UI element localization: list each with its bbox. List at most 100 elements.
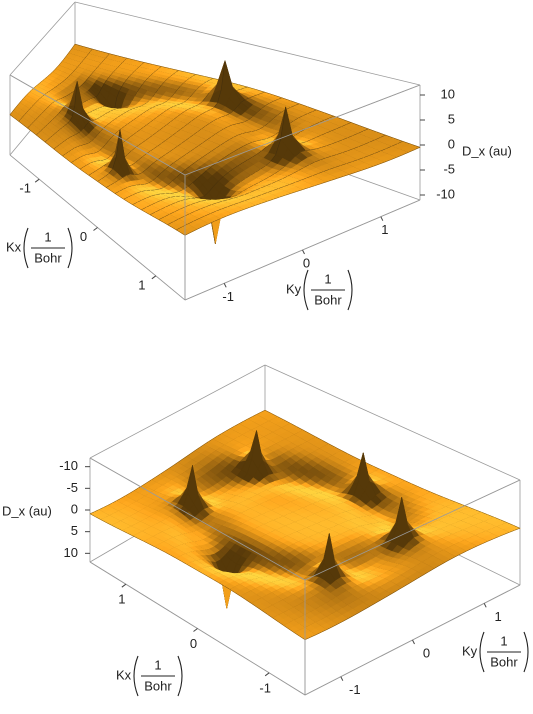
mesh-line	[184, 109, 188, 112]
mesh-line	[177, 156, 182, 161]
mesh-line	[106, 77, 109, 81]
mesh-line	[169, 162, 174, 167]
mesh-line	[256, 150, 262, 155]
mesh-line	[16, 104, 19, 107]
z-tick-label: 0	[448, 136, 455, 151]
mesh-line	[198, 196, 204, 198]
mesh-line	[104, 173, 109, 177]
mesh-line	[62, 155, 68, 160]
mesh-line	[19, 100, 22, 103]
mesh-line	[35, 117, 38, 120]
paren	[67, 227, 73, 269]
mesh-line	[47, 75, 50, 77]
mesh-line	[58, 142, 62, 146]
mesh-line	[64, 95, 67, 98]
mesh-line	[198, 142, 203, 146]
mesh-line	[115, 67, 118, 70]
unit-numerator: 1	[324, 271, 331, 286]
mesh-line	[260, 105, 266, 110]
mesh-line	[221, 115, 226, 118]
mesh-line	[170, 93, 175, 98]
mesh-line	[285, 107, 291, 110]
mesh-line	[256, 108, 262, 113]
mesh-line	[201, 126, 206, 130]
y-tick-label: -1	[222, 289, 234, 304]
mesh-line	[196, 86, 200, 90]
mesh-line	[396, 141, 403, 145]
mesh-line	[258, 179, 264, 183]
mesh-line	[103, 80, 107, 84]
mesh-line	[130, 119, 134, 123]
mesh-line	[59, 82, 62, 85]
mesh-line	[169, 119, 174, 123]
mesh-line	[145, 109, 150, 112]
mesh-line	[314, 183, 321, 187]
mesh-line	[198, 113, 203, 117]
mesh-line	[48, 90, 51, 93]
mesh-line	[206, 109, 211, 112]
mesh-line	[65, 151, 69, 155]
mesh-line	[316, 109, 326, 114]
mesh-line	[173, 145, 178, 150]
mesh-line	[267, 199, 274, 202]
mesh-line	[88, 98, 91, 101]
mesh-line	[128, 194, 133, 198]
mesh-line	[64, 78, 67, 81]
mesh-line	[22, 96, 25, 100]
mesh-line	[244, 97, 249, 100]
mesh-line	[88, 51, 91, 54]
mesh-line	[92, 178, 98, 182]
mesh-line	[17, 102, 20, 105]
surface	[9, 43, 421, 245]
mesh-line	[29, 123, 32, 127]
mesh-line	[390, 157, 397, 160]
mesh-line	[53, 148, 59, 153]
mesh-line	[21, 98, 24, 101]
mesh-line	[105, 140, 109, 145]
mesh-line	[211, 202, 217, 205]
mesh-line	[172, 72, 176, 75]
mesh-line	[137, 199, 142, 203]
mesh-line	[92, 170, 96, 174]
mesh-line	[143, 124, 147, 128]
mesh-line	[163, 184, 168, 188]
mesh-line	[376, 131, 386, 136]
mesh-line	[380, 148, 386, 152]
mesh-line	[277, 97, 283, 100]
mesh-line	[368, 128, 377, 133]
mesh-line	[228, 111, 234, 115]
mesh-line	[236, 102, 242, 108]
mesh-line	[161, 66, 170, 69]
mesh-line	[145, 204, 151, 208]
mesh-line	[84, 55, 87, 59]
mesh-line	[224, 154, 230, 158]
mesh-line	[65, 55, 68, 58]
mesh-line	[101, 176, 106, 180]
mesh-line	[114, 191, 120, 194]
mesh-line	[180, 82, 184, 87]
mesh-line	[167, 97, 172, 101]
mesh-line	[135, 60, 145, 63]
mesh-line	[39, 81, 42, 84]
mesh-line	[68, 74, 71, 77]
mesh-line	[36, 132, 39, 136]
mesh-line	[37, 115, 40, 118]
mesh-line	[189, 162, 195, 167]
mesh-line	[311, 109, 317, 112]
mesh-line	[196, 174, 202, 180]
mesh-line	[206, 136, 212, 141]
mesh-line	[47, 137, 51, 141]
mesh-line	[141, 209, 146, 213]
mesh-line	[158, 85, 162, 90]
mesh-line	[294, 103, 300, 106]
mesh-line	[308, 185, 315, 188]
mesh-line	[96, 117, 100, 120]
x-tick-label: -1	[19, 181, 31, 196]
mesh-line	[191, 118, 196, 122]
mesh-line	[57, 84, 60, 86]
mesh-line	[74, 81, 78, 106]
mesh-line	[363, 142, 370, 145]
mesh-line	[201, 170, 207, 176]
mesh-line	[265, 161, 271, 166]
mesh-line	[272, 115, 278, 120]
